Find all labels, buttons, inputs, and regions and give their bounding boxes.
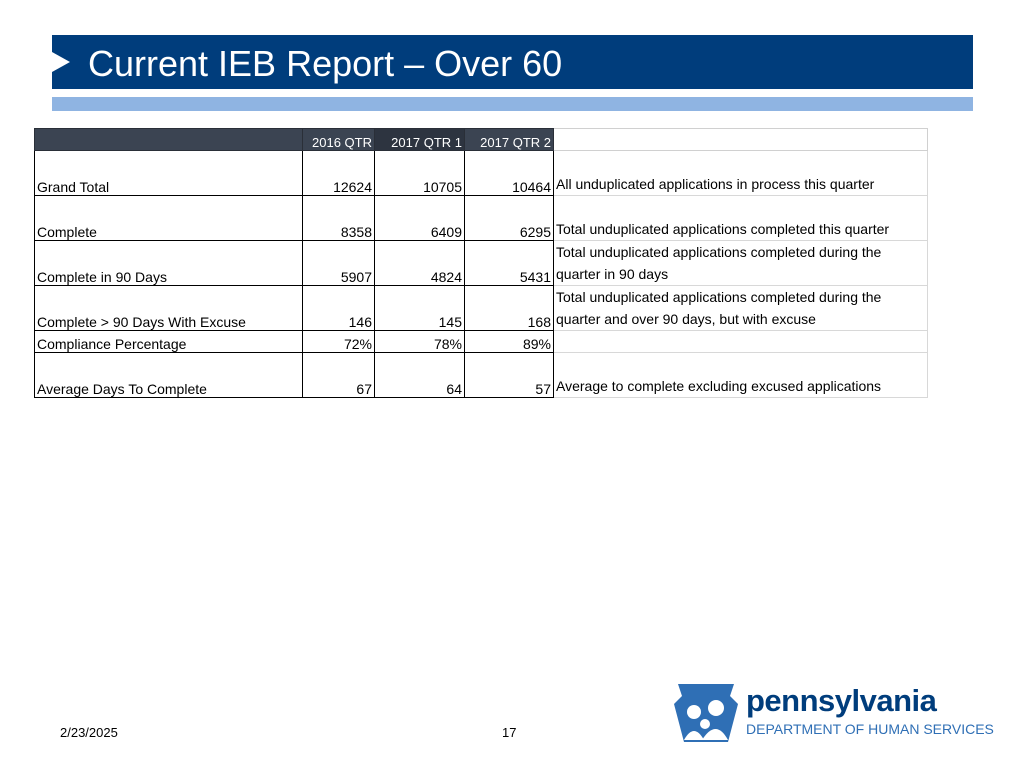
table-row: Complete 8358 6409 6295 Total unduplicat… bbox=[34, 195, 928, 241]
row-description: Total unduplicated applications complete… bbox=[553, 285, 928, 331]
row-value-2016: 67 bbox=[302, 352, 375, 398]
table-row: Grand Total 12624 10705 10464 All undupl… bbox=[34, 150, 928, 196]
row-description bbox=[553, 330, 928, 353]
row-label: Grand Total bbox=[34, 150, 303, 196]
title-bar: Current IEB Report – Over 60 bbox=[52, 35, 973, 89]
table-header-row: 2016 QTR 2017 QTR 1 2017 QTR 2 bbox=[34, 128, 928, 151]
row-value-2017q2: 6295 bbox=[464, 195, 554, 241]
row-value-2016: 72% bbox=[302, 330, 375, 353]
row-label: Compliance Percentage bbox=[34, 330, 303, 353]
chevron-right-icon bbox=[52, 52, 70, 72]
row-value-2017q2: 57 bbox=[464, 352, 554, 398]
row-label: Complete > 90 Days With Excuse bbox=[34, 285, 303, 331]
row-description: Average to complete excluding excused ap… bbox=[553, 352, 928, 398]
accent-bar bbox=[52, 97, 973, 111]
row-value-2016: 8358 bbox=[302, 195, 375, 241]
header-2017-qtr-2: 2017 QTR 2 bbox=[464, 128, 554, 151]
pa-dhs-logo: pennsylvania DEPARTMENT OF HUMAN SERVICE… bbox=[672, 682, 994, 746]
table-row: Complete in 90 Days 5907 4824 5431 Total… bbox=[34, 240, 928, 286]
header-desc-blank bbox=[553, 128, 928, 151]
table-row: Compliance Percentage 72% 78% 89% bbox=[34, 330, 928, 353]
row-description: Total unduplicated applications complete… bbox=[553, 195, 928, 241]
page-number: 17 bbox=[502, 725, 517, 740]
keystone-family-icon bbox=[674, 684, 738, 742]
row-value-2017q2: 10464 bbox=[464, 150, 554, 196]
row-value-2017q1: 145 bbox=[374, 285, 465, 331]
row-value-2017q2: 168 bbox=[464, 285, 554, 331]
row-label: Complete bbox=[34, 195, 303, 241]
row-value-2017q1: 78% bbox=[374, 330, 465, 353]
row-label: Complete in 90 Days bbox=[34, 240, 303, 286]
table-row: Average Days To Complete 67 64 57 Averag… bbox=[34, 352, 928, 398]
row-value-2016: 12624 bbox=[302, 150, 375, 196]
table-row: Complete > 90 Days With Excuse 146 145 1… bbox=[34, 285, 928, 331]
logo-subtitle: DEPARTMENT OF HUMAN SERVICES bbox=[746, 721, 994, 737]
header-2017-qtr-1: 2017 QTR 1 bbox=[374, 128, 465, 151]
row-value-2017q1: 4824 bbox=[374, 240, 465, 286]
row-value-2016: 5907 bbox=[302, 240, 375, 286]
row-description: All unduplicated applications in process… bbox=[553, 150, 928, 196]
slide-date: 2/23/2025 bbox=[60, 725, 118, 740]
slide-title: Current IEB Report – Over 60 bbox=[88, 43, 563, 84]
header-blank-cell bbox=[34, 128, 303, 151]
row-label: Average Days To Complete bbox=[34, 352, 303, 398]
logo-wordmark: pennsylvania bbox=[746, 683, 937, 718]
row-value-2016: 146 bbox=[302, 285, 375, 331]
row-value-2017q1: 10705 bbox=[374, 150, 465, 196]
row-value-2017q1: 64 bbox=[374, 352, 465, 398]
ieb-report-table: 2016 QTR 2017 QTR 1 2017 QTR 2 Grand Tot… bbox=[34, 128, 928, 398]
header-2016-qtr: 2016 QTR bbox=[302, 128, 375, 151]
row-value-2017q2: 5431 bbox=[464, 240, 554, 286]
row-value-2017q2: 89% bbox=[464, 330, 554, 353]
row-value-2017q1: 6409 bbox=[374, 195, 465, 241]
row-description: Total unduplicated applications complete… bbox=[553, 240, 928, 286]
